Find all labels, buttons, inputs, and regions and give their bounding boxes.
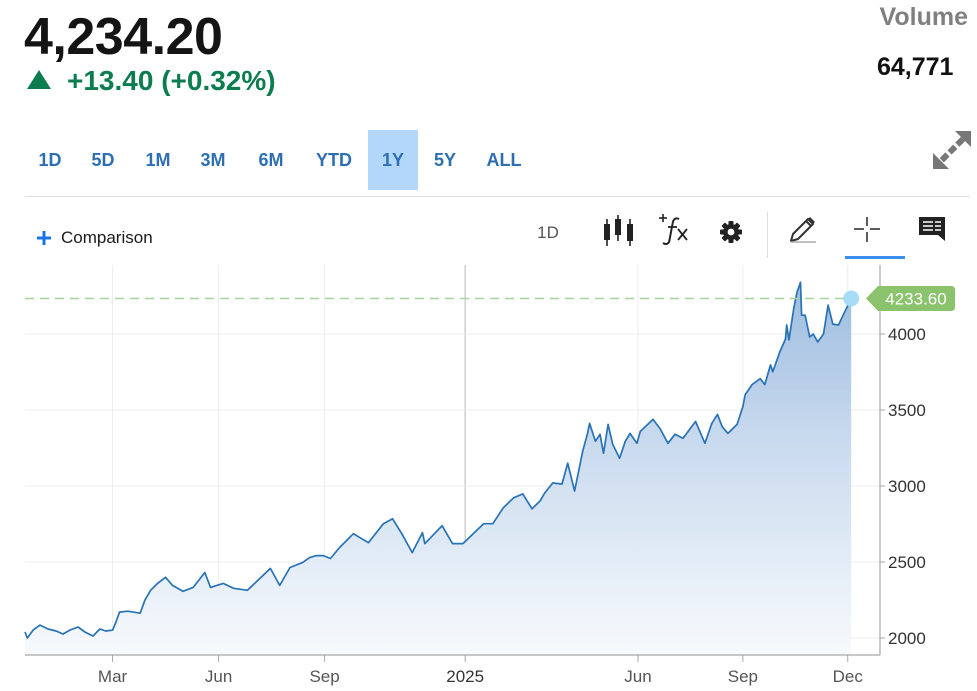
comparison-button[interactable]: Comparison bbox=[36, 224, 153, 252]
indicator-fx-icon bbox=[659, 214, 688, 245]
x-axis-tick-label: 2025 bbox=[446, 667, 484, 686]
last-price-tag-label: 4233.60 bbox=[885, 289, 946, 308]
range-tab-5y[interactable]: 5Y bbox=[420, 130, 470, 190]
draw-button[interactable] bbox=[787, 213, 819, 245]
y-axis-tick-label: 3000 bbox=[888, 477, 926, 496]
range-tab-ytd[interactable]: YTD bbox=[309, 130, 359, 190]
indicators-button[interactable] bbox=[657, 212, 691, 248]
y-axis-tick-label: 2000 bbox=[888, 629, 926, 648]
volume-label: Volume bbox=[879, 3, 968, 31]
plus-icon bbox=[37, 231, 51, 245]
x-axis-tick-label: Jun bbox=[624, 667, 651, 686]
price-change: +13.40 (+0.32%) bbox=[67, 65, 276, 96]
toolbar-separator bbox=[767, 212, 768, 258]
expand-button[interactable] bbox=[930, 128, 972, 170]
x-axis-tick-label: Sep bbox=[728, 667, 758, 686]
settings-button[interactable] bbox=[718, 219, 744, 245]
crosshair-button[interactable] bbox=[853, 215, 881, 243]
range-tab-1y[interactable]: 1Y bbox=[368, 130, 418, 190]
comment-icon bbox=[919, 217, 945, 241]
price-line bbox=[24, 281, 852, 639]
up-triangle-icon bbox=[27, 70, 51, 89]
y-axis-tick-label: 3500 bbox=[888, 401, 926, 420]
y-axis-tick-label: 4000 bbox=[888, 325, 926, 344]
range-tab-1m[interactable]: 1M bbox=[133, 130, 183, 190]
pencil-icon bbox=[790, 217, 816, 243]
gear-icon bbox=[720, 221, 742, 243]
range-tab-3m[interactable]: 3M bbox=[188, 130, 238, 190]
header-divider bbox=[25, 196, 970, 197]
range-tab-1d[interactable]: 1D bbox=[25, 130, 75, 190]
chart-type-button[interactable] bbox=[601, 214, 635, 248]
range-tab-6m[interactable]: 6M bbox=[246, 130, 296, 190]
comments-button[interactable] bbox=[918, 216, 946, 242]
x-axis-tick-label: Jun bbox=[205, 667, 232, 686]
x-axis-tick-label: Dec bbox=[833, 667, 864, 686]
range-tab-5d[interactable]: 5D bbox=[78, 130, 128, 190]
last-price-marker bbox=[843, 290, 860, 307]
candlestick-chart-icon bbox=[604, 215, 633, 246]
crosshair-icon bbox=[854, 217, 880, 242]
active-tool-indicator bbox=[845, 256, 905, 259]
last-price: 4,234.20 bbox=[24, 8, 223, 66]
interval-selector[interactable]: 1D bbox=[530, 220, 566, 246]
expand-icon bbox=[933, 131, 971, 169]
x-axis-tick-label: Sep bbox=[309, 667, 339, 686]
comparison-label: Comparison bbox=[61, 228, 153, 247]
y-axis-tick-label: 2500 bbox=[888, 553, 926, 572]
x-axis-tick-label: Mar bbox=[98, 667, 128, 686]
volume-value: 64,771 bbox=[877, 53, 954, 81]
price-area bbox=[25, 282, 852, 655]
last-price-tag bbox=[866, 285, 955, 311]
range-tab-all[interactable]: ALL bbox=[479, 130, 529, 190]
